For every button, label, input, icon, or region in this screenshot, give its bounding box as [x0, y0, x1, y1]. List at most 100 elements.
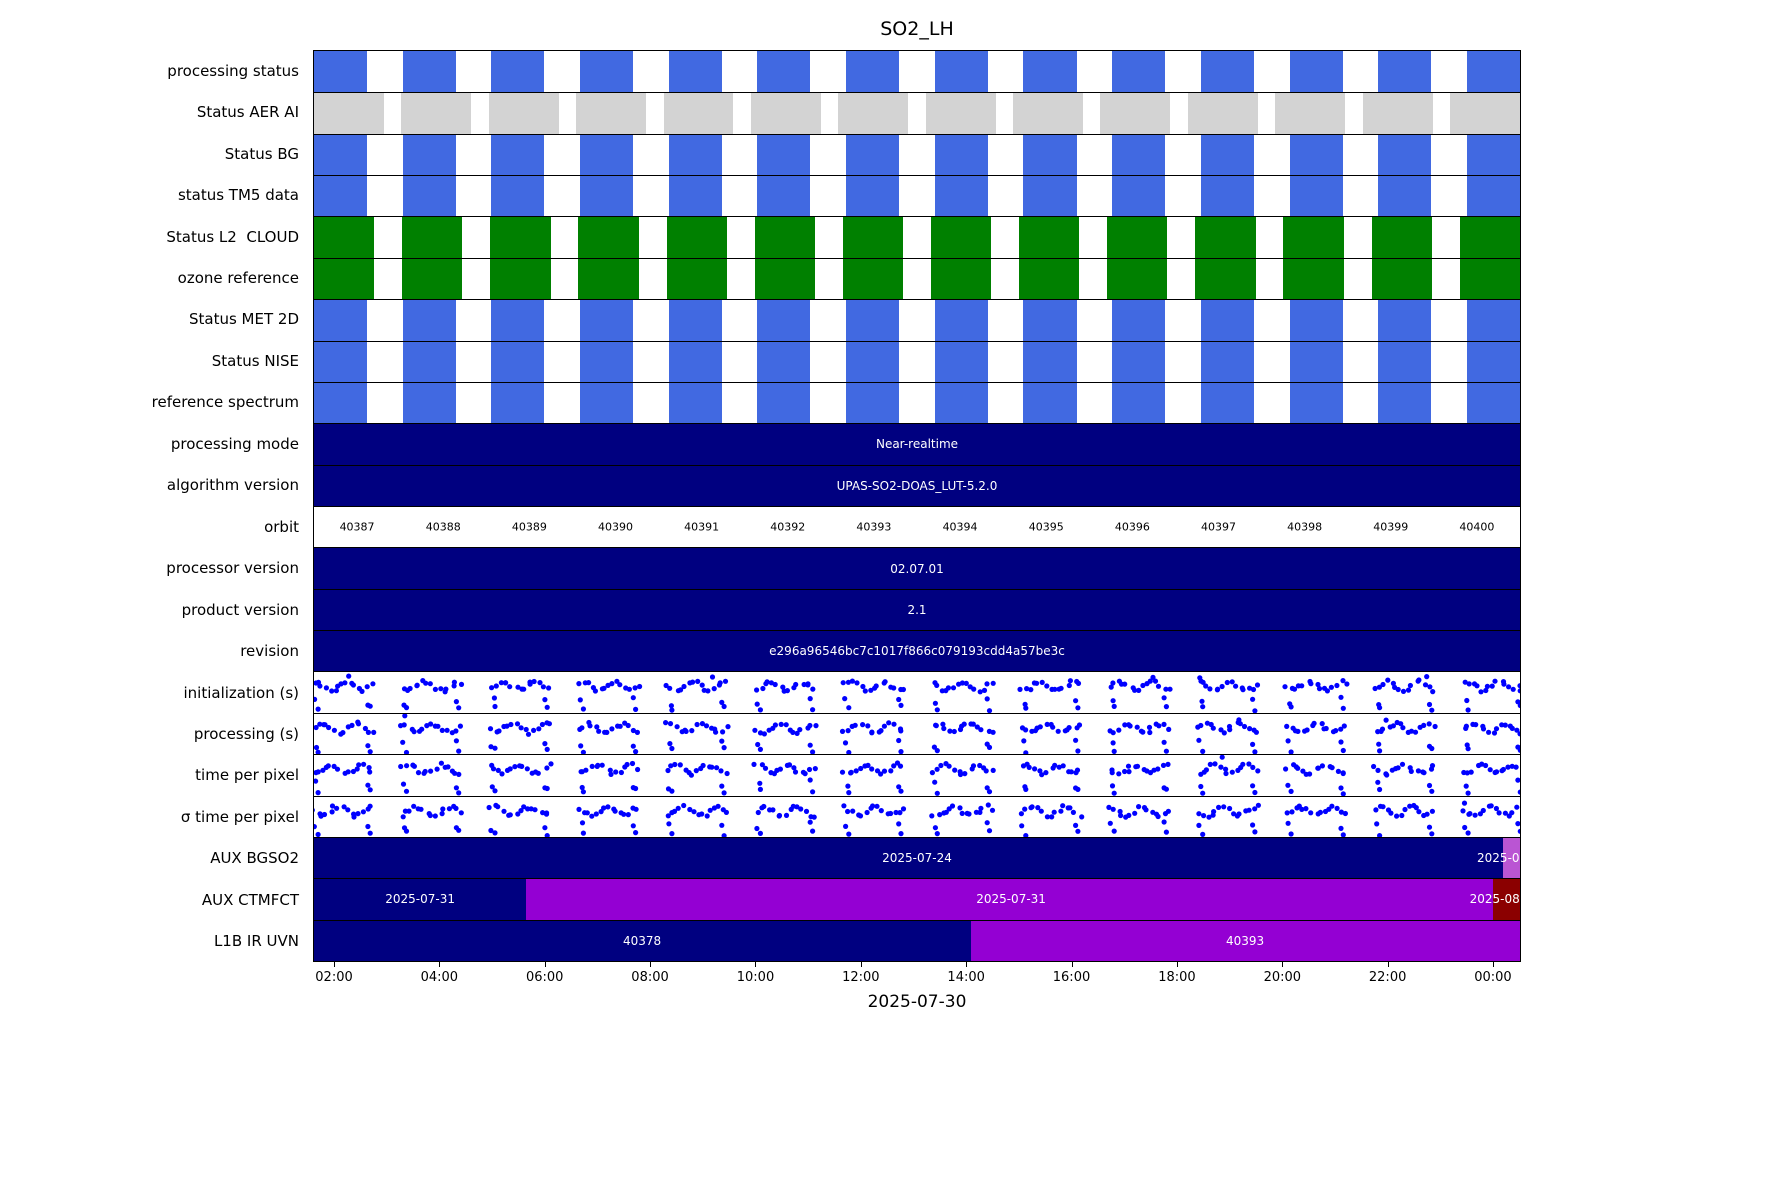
scatter-dot [1023, 705, 1029, 712]
scatter-dot [1342, 810, 1348, 816]
status-block [1112, 341, 1166, 382]
scatter-dot [1200, 790, 1206, 796]
orbit-number: 40393 [856, 520, 892, 534]
scatter-dot [709, 674, 716, 681]
scatter-dot [941, 725, 947, 731]
scatter-dot [1166, 726, 1172, 732]
scatter-dot [757, 746, 763, 752]
scatter-dot [754, 825, 760, 831]
orbit-number: 40399 [1373, 520, 1409, 534]
scatter-dot [499, 771, 505, 777]
scatter-dot [537, 680, 543, 686]
scatter-dot [807, 819, 813, 825]
x-tick-label: 00:00 [1474, 970, 1512, 985]
status-block [1466, 382, 1520, 424]
scatter-dot [435, 723, 441, 729]
scatter-dot [986, 708, 993, 713]
bar-segment [314, 589, 1520, 631]
row-label-status-aer-ai: Status AER AI [196, 103, 299, 122]
scatter-dot [432, 687, 438, 693]
scatter-dot [1517, 828, 1520, 834]
scatter-dot [675, 805, 681, 811]
scatter-dot [453, 699, 459, 705]
scatter-dot [1067, 678, 1073, 684]
status-block [1200, 341, 1254, 382]
scatter-dot [932, 779, 938, 785]
scatter-dot [1429, 788, 1435, 795]
scatter-dot [704, 812, 710, 819]
x-tick-mark [1492, 962, 1494, 967]
scatter-dot [527, 679, 533, 686]
status-block [750, 93, 821, 134]
scatter-dot [1111, 748, 1117, 754]
status-block [1200, 134, 1254, 176]
scatter-dot [1324, 688, 1330, 694]
scatter-dot [1226, 723, 1233, 729]
scatter-dot [1247, 686, 1253, 692]
scatter-dot [723, 809, 729, 815]
row-label-column: processing status Status AER AI Status BG s… [0, 50, 306, 962]
scatter-dot [366, 765, 372, 771]
scatter-dot [1233, 684, 1239, 690]
row-label-ozone-reference: ozone reference [177, 268, 299, 287]
status-block [757, 51, 811, 93]
scatter-dot [881, 768, 888, 774]
scatter-dot [364, 684, 370, 690]
scatter-dot [1253, 729, 1259, 735]
scatter-dot [669, 788, 675, 794]
scatter-dot [849, 678, 856, 685]
scatter-dot [489, 685, 495, 691]
scatter-dot [596, 728, 602, 734]
scatter-dot [329, 802, 336, 809]
scatter-plot-initialization-s [314, 673, 1520, 713]
scatter-dot [630, 822, 636, 828]
status-block [1023, 176, 1077, 217]
scatter-dot [525, 731, 532, 737]
scatter-dot [705, 688, 711, 694]
scatter-dot [456, 790, 462, 796]
row-reference-spectrum [314, 381, 1520, 424]
row-revision: e296a96546bc7c1017f866c079193cdd4a57be3c [314, 630, 1520, 672]
scatter-dot [839, 728, 846, 734]
scatter-dot [974, 724, 980, 730]
scatter-dot [1201, 812, 1207, 818]
scatter-dot [886, 720, 892, 726]
scatter-dot [1283, 766, 1289, 772]
scatter-dot [1304, 727, 1310, 733]
row-processing-s [314, 712, 1520, 755]
orbit-number: 40400 [1459, 520, 1495, 534]
scatter-dot [438, 686, 444, 692]
scatter-dot [580, 706, 586, 713]
scatter-dot [542, 697, 548, 703]
scatter-dot [609, 726, 615, 732]
orbit-number: 40387 [339, 520, 375, 534]
scatter-dot [595, 762, 601, 769]
scatter-dot [1376, 685, 1382, 691]
scatter-dot [1426, 702, 1433, 708]
scatter-dot [946, 763, 952, 769]
scatter-dot [1060, 763, 1066, 769]
row-time-per-pixel [314, 754, 1520, 796]
scatter-dot [870, 802, 876, 809]
scatter-dot [772, 722, 778, 728]
scatter-dot [1416, 677, 1422, 684]
status-block [1466, 134, 1520, 176]
scatter-dot [532, 806, 538, 812]
row-label-orbit: orbit [264, 517, 299, 536]
scatter-dot [1430, 689, 1436, 695]
scatter-dot [370, 681, 376, 687]
scatter-dot [783, 812, 790, 818]
scatter-dot [605, 683, 611, 689]
scatter-dot [860, 721, 866, 728]
bar-segment [1493, 879, 1520, 920]
status-block [846, 300, 900, 341]
bar-text: 02.07.01 [890, 561, 944, 576]
row-label-status-l2-cloud: Status L2 CLOUD [166, 227, 299, 246]
scatter-dot [593, 810, 599, 817]
scatter-dot [1207, 686, 1213, 692]
scatter-dot [1110, 698, 1116, 704]
scatter-dot [403, 705, 410, 711]
scatter-dot [878, 807, 884, 813]
status-block [490, 258, 551, 300]
status-block [402, 176, 456, 217]
